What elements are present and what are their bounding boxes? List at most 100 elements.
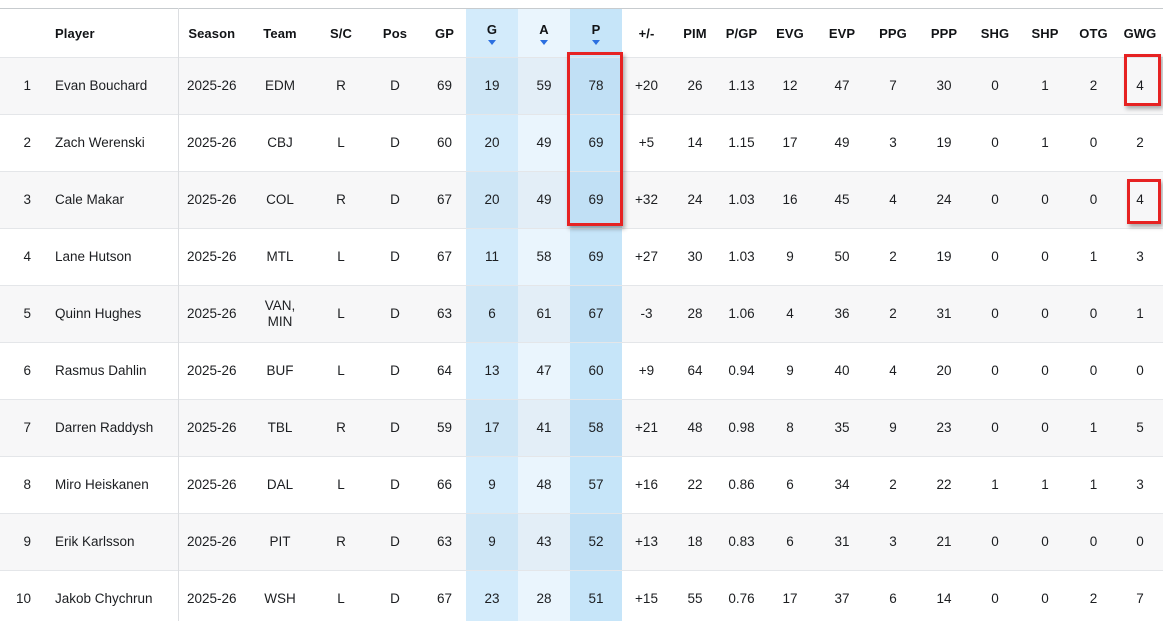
- cell-player[interactable]: Quinn Hughes: [40, 285, 179, 343]
- cell-shp: 0: [1020, 570, 1070, 621]
- header-cell-plus_minus[interactable]: +/-: [622, 8, 671, 58]
- cell-rank: 7: [0, 399, 40, 457]
- header-cell-pos[interactable]: Pos: [367, 8, 423, 58]
- cell-pim: 22: [671, 456, 719, 514]
- cell-evg: 12: [764, 57, 816, 115]
- cell-plus_minus: +16: [622, 456, 671, 514]
- table-row: 3 Cale Makar 2025-26 COL R D 67 20 49 69 +32 24 1.03…: [0, 171, 1163, 229]
- cell-shoots_catches: L: [315, 285, 367, 343]
- cell-evg: 4: [764, 285, 816, 343]
- cell-shoots_catches: L: [315, 342, 367, 400]
- stats-table: Player Season Team S/C Pos GP G A P +/- PIM P/GP EVG…: [0, 8, 1163, 621]
- header-cell-a[interactable]: A: [518, 8, 570, 58]
- cell-evp: 40: [816, 342, 868, 400]
- cell-shg: 0: [970, 57, 1020, 115]
- cell-otg: 0: [1070, 285, 1117, 343]
- cell-evp: 47: [816, 57, 868, 115]
- header-cell-p[interactable]: P: [570, 8, 622, 58]
- cell-pgp: 1.03: [719, 171, 764, 229]
- cell-shp: 1: [1020, 456, 1070, 514]
- cell-otg: 0: [1070, 171, 1117, 229]
- cell-pos: D: [367, 228, 423, 286]
- cell-evg: 17: [764, 114, 816, 172]
- header-cell-evg[interactable]: EVG: [764, 8, 816, 58]
- cell-pgp: 0.98: [719, 399, 764, 457]
- cell-ppp: 30: [918, 57, 970, 115]
- header-cell-pgp[interactable]: P/GP: [719, 8, 764, 58]
- cell-pim: 55: [671, 570, 719, 621]
- cell-p: 52: [570, 513, 622, 571]
- header-label-season: Season: [188, 25, 236, 41]
- cell-plus_minus: +21: [622, 399, 671, 457]
- cell-p: 51: [570, 570, 622, 621]
- header-label-ppp: PPP: [930, 25, 958, 41]
- cell-gp: 64: [423, 342, 466, 400]
- cell-shoots_catches: L: [315, 228, 367, 286]
- table-row: 8 Miro Heiskanen 2025-26 DAL L D 66 9 48 57 +16 22 0…: [0, 456, 1163, 514]
- cell-pos: D: [367, 513, 423, 571]
- header-cell-gp[interactable]: GP: [423, 8, 466, 58]
- table-row: 4 Lane Hutson 2025-26 MTL L D 67 11 58 69 +27 30 1.0…: [0, 228, 1163, 286]
- cell-shg: 0: [970, 171, 1020, 229]
- cell-player[interactable]: Cale Makar: [40, 171, 179, 229]
- header-cell-player[interactable]: Player: [40, 8, 179, 58]
- cell-pim: 30: [671, 228, 719, 286]
- cell-shg: 0: [970, 285, 1020, 343]
- header-cell-g[interactable]: G: [466, 8, 518, 58]
- cell-team: PIT: [245, 513, 315, 571]
- cell-gp: 60: [423, 114, 466, 172]
- cell-pos: D: [367, 57, 423, 115]
- header-cell-shoots_catches[interactable]: S/C: [315, 8, 367, 58]
- cell-p: 67: [570, 285, 622, 343]
- cell-g: 6: [466, 285, 518, 343]
- cell-player[interactable]: Zach Werenski: [40, 114, 179, 172]
- cell-ppg: 4: [868, 171, 918, 229]
- header-cell-ppg[interactable]: PPG: [868, 8, 918, 58]
- cell-shoots_catches: R: [315, 399, 367, 457]
- header-cell-otg[interactable]: OTG: [1070, 8, 1117, 58]
- cell-pim: 24: [671, 171, 719, 229]
- cell-season: 2025-26: [178, 114, 245, 172]
- header-cell-rank[interactable]: [0, 8, 40, 58]
- header-cell-team[interactable]: Team: [245, 8, 315, 58]
- cell-plus_minus: -3: [622, 285, 671, 343]
- cell-team: BUF: [245, 342, 315, 400]
- cell-player[interactable]: Darren Raddysh: [40, 399, 179, 457]
- cell-g: 11: [466, 228, 518, 286]
- cell-plus_minus: +15: [622, 570, 671, 621]
- cell-plus_minus: +9: [622, 342, 671, 400]
- cell-player[interactable]: Jakob Chychrun: [40, 570, 179, 621]
- cell-p: 58: [570, 399, 622, 457]
- cell-otg: 1: [1070, 228, 1117, 286]
- cell-evp: 49: [816, 114, 868, 172]
- cell-pgp: 0.86: [719, 456, 764, 514]
- header-cell-shp[interactable]: SHP: [1020, 8, 1070, 58]
- cell-ppp: 20: [918, 342, 970, 400]
- cell-player[interactable]: Miro Heiskanen: [40, 456, 179, 514]
- header-label-pim: PIM: [683, 25, 707, 41]
- cell-rank: 1: [0, 57, 40, 115]
- cell-pim: 26: [671, 57, 719, 115]
- header-cell-ppp[interactable]: PPP: [918, 8, 970, 58]
- header-label-plus_minus: +/-: [638, 25, 655, 41]
- cell-otg: 0: [1070, 342, 1117, 400]
- cell-rank: 5: [0, 285, 40, 343]
- cell-player[interactable]: Rasmus Dahlin: [40, 342, 179, 400]
- cell-player[interactable]: Evan Bouchard: [40, 57, 179, 115]
- header-cell-evp[interactable]: EVP: [816, 8, 868, 58]
- header-cell-shg[interactable]: SHG: [970, 8, 1020, 58]
- cell-pgp: 1.15: [719, 114, 764, 172]
- header-cell-season[interactable]: Season: [178, 8, 245, 58]
- cell-a: 61: [518, 285, 570, 343]
- cell-plus_minus: +32: [622, 171, 671, 229]
- header-cell-gwg[interactable]: GWG: [1117, 8, 1163, 58]
- cell-team: TBL: [245, 399, 315, 457]
- header-label-gp: GP: [435, 25, 454, 41]
- cell-player[interactable]: Erik Karlsson: [40, 513, 179, 571]
- header-cell-pim[interactable]: PIM: [671, 8, 719, 58]
- cell-player[interactable]: Lane Hutson: [40, 228, 179, 286]
- cell-otg: 1: [1070, 399, 1117, 457]
- cell-gwg: 4: [1117, 171, 1163, 229]
- cell-ppg: 2: [868, 285, 918, 343]
- cell-ppp: 22: [918, 456, 970, 514]
